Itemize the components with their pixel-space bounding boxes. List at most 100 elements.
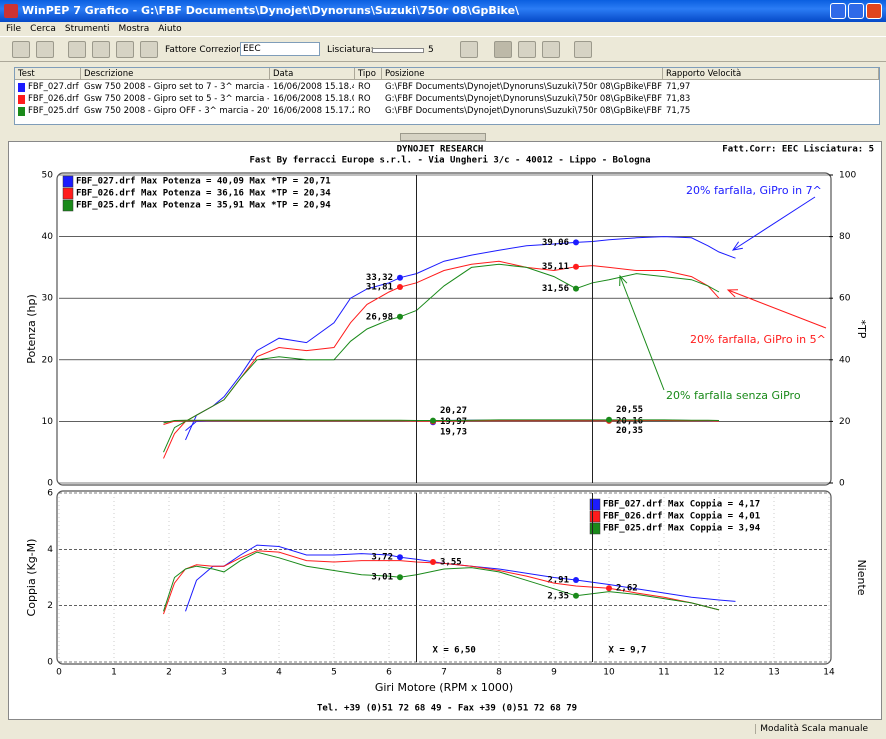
series-line xyxy=(185,236,736,441)
point-label: 39,06 xyxy=(542,238,569,248)
point-label: 3,55 xyxy=(440,558,462,568)
menu-item[interactable]: Cerca xyxy=(30,24,56,34)
annotation: 20% farfalla, GiPro in 5^ xyxy=(690,333,826,346)
table-cell[interactable]: RO xyxy=(358,94,371,104)
annotation: 20% farfalla senza GiPro xyxy=(666,389,801,402)
column-header[interactable]: Test xyxy=(15,68,81,80)
series-line xyxy=(163,551,720,612)
y2-tick-label: 60 xyxy=(839,294,851,304)
x-tick-label: 13 xyxy=(768,668,779,678)
arrow-head xyxy=(726,289,739,298)
correction-select[interactable]: EEC xyxy=(240,42,320,56)
table-cell[interactable]: FBF_027.drf xyxy=(28,82,79,92)
x-axis-label: Giri Motore (RPM x 1000) xyxy=(375,681,513,694)
cursor-point xyxy=(430,559,436,566)
tool-button[interactable] xyxy=(36,41,54,58)
y-tick-label: 10 xyxy=(42,417,54,427)
report-settings: Fatt.Corr: EEC Lisciatura: 5 xyxy=(722,144,874,155)
y2-axis-label: Niente xyxy=(855,559,868,595)
tool-button[interactable] xyxy=(494,41,512,58)
maximize-button[interactable] xyxy=(848,3,864,19)
column-header[interactable]: Rapporto Velocità xyxy=(663,68,879,80)
report-footer: Tel. +39 (0)51 72 68 49 - Fax +39 (0)51 … xyxy=(317,704,577,714)
cursor-point xyxy=(573,263,579,270)
tool-button[interactable] xyxy=(116,41,134,58)
tool-button[interactable] xyxy=(12,41,30,58)
table-cell[interactable]: 71,75 xyxy=(666,106,691,116)
y-tick-label: 40 xyxy=(42,232,54,242)
legend-swatch xyxy=(589,522,601,535)
menu-item[interactable]: Mostra xyxy=(118,24,150,34)
cursor-point xyxy=(397,284,403,291)
run-table: Test Descrizione Data Tipo Posizione Rapporto… xyxy=(14,67,880,125)
smoothing-label: Lisciatura: xyxy=(327,45,374,55)
x-tick-label: 12 xyxy=(713,668,724,678)
x-tick-label: 7 xyxy=(441,668,447,678)
cursor-point xyxy=(606,416,612,423)
table-cell[interactable]: G:\FBF Documents\Dynojet\Dynoruns\Suzuki… xyxy=(385,106,662,116)
column-header[interactable]: Data xyxy=(270,68,355,80)
smoothing-slider[interactable] xyxy=(372,48,424,53)
table-cell[interactable]: Gsw 750 2008 - Gipro set to 5 - 3^ marci… xyxy=(84,94,269,104)
point-label: 3,72 xyxy=(371,553,393,563)
table-cell[interactable]: Gsw 750 2008 - Gipro OFF - 3^ marcia - 2… xyxy=(84,106,269,116)
cursor-point xyxy=(606,585,612,592)
point-label: 31,56 xyxy=(542,284,569,294)
x-tick-label: 5 xyxy=(331,668,337,678)
menu-item[interactable]: Aiuto xyxy=(158,24,182,34)
cursor-label: X = 6,50 xyxy=(433,646,476,656)
report-title: DYNOJET RESEARCH xyxy=(397,145,484,155)
cursor-point xyxy=(397,554,403,561)
table-cell[interactable]: RO xyxy=(358,106,371,116)
tool-button[interactable] xyxy=(574,41,592,58)
point-label: 33,32 xyxy=(366,273,393,283)
series-line xyxy=(163,550,720,615)
status-text: Modalità Scala manuale xyxy=(755,724,868,734)
column-header[interactable]: Posizione xyxy=(382,68,663,80)
y2-tick-label: 40 xyxy=(839,355,851,365)
menu-item[interactable]: Strumenti xyxy=(64,24,110,34)
y2-tick-label: 100 xyxy=(839,171,856,181)
column-header[interactable]: Descrizione xyxy=(81,68,270,80)
legend-label: FBF_027.drf Max Coppia = 4,17 xyxy=(603,499,760,510)
table-cell[interactable]: 71,83 xyxy=(666,94,691,104)
close-button[interactable] xyxy=(866,3,882,19)
x-tick-label: 14 xyxy=(823,668,835,678)
y2-tick-label: 80 xyxy=(839,232,851,242)
table-cell[interactable]: FBF_025.drf xyxy=(28,106,79,116)
y-tick-label: 0 xyxy=(47,479,53,489)
y-axis-label: Potenza (hp) xyxy=(25,294,38,364)
tool-button[interactable] xyxy=(542,41,560,58)
y-tick-label: 2 xyxy=(47,601,53,611)
cursor-point xyxy=(397,574,403,581)
point-label: 35,11 xyxy=(542,262,569,272)
table-cell[interactable]: Gsw 750 2008 - Gipro set to 7 - 3^ marci… xyxy=(84,82,269,92)
table-cell[interactable]: 16/06/2008 15.18.07 xyxy=(273,94,354,104)
x-tick-label: 4 xyxy=(276,668,282,678)
table-cell[interactable]: G:\FBF Documents\Dynojet\Dynoruns\Suzuki… xyxy=(385,94,662,104)
tool-button[interactable] xyxy=(68,41,86,58)
table-cell[interactable]: FBF_026.drf xyxy=(28,94,79,104)
tool-button[interactable] xyxy=(460,41,478,58)
correction-label: Fattore Correzione: xyxy=(165,45,251,55)
minimize-button[interactable] xyxy=(830,3,846,19)
table-cell[interactable]: RO xyxy=(358,82,371,92)
table-cell[interactable]: 16/06/2008 15.18.46 xyxy=(273,82,354,92)
cursor-point xyxy=(573,577,579,584)
column-header[interactable]: Tipo xyxy=(355,68,382,80)
tool-button[interactable] xyxy=(518,41,536,58)
report-subtitle: Fast By ferracci Europe s.r.l. - Via Ung… xyxy=(250,155,651,166)
point-label: 19,73 xyxy=(440,428,467,438)
tool-button[interactable] xyxy=(140,41,158,58)
table-cell[interactable]: G:\FBF Documents\Dynojet\Dynoruns\Suzuki… xyxy=(385,82,662,92)
legend-swatch xyxy=(62,199,74,212)
point-label: 2,62 xyxy=(616,584,638,594)
menu-item[interactable]: File xyxy=(6,24,22,34)
table-cell[interactable]: 71,97 xyxy=(666,82,691,92)
row-color xyxy=(18,95,25,104)
table-cell[interactable]: 16/06/2008 15.17.25 xyxy=(273,106,354,116)
splitter[interactable] xyxy=(400,133,486,141)
tool-button[interactable] xyxy=(92,41,110,58)
y-tick-label: 50 xyxy=(42,171,54,181)
toolbar: Fattore Correzione: EEC Lisciatura: 5 xyxy=(0,36,886,62)
